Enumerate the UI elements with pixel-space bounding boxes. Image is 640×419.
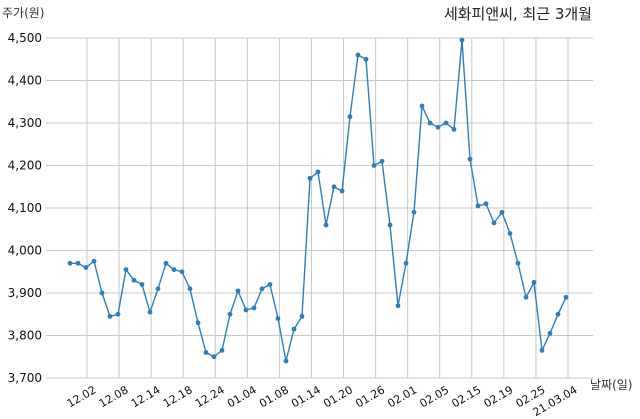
data-point [179,269,185,275]
data-point [275,316,281,321]
data-point [539,347,545,353]
data-point [515,260,521,266]
data-point [299,313,305,319]
data-point [331,184,337,190]
x-tick-label: 01.26 [353,383,387,410]
x-tick-label: 01.20 [321,383,355,410]
series-line [70,40,567,362]
x-tick-label: 12.18 [161,383,195,410]
data-point [147,309,153,315]
data-point [75,260,81,266]
x-tick-label: 02.19 [482,383,516,410]
y-tick-label: 3,700 [8,371,42,385]
y-tick-label: 3,900 [8,286,42,300]
data-point [163,260,169,266]
data-point [339,188,345,194]
y-tick-label: 4,200 [8,159,42,173]
data-point [475,203,481,209]
data-point [227,311,233,317]
y-tick-label: 4,300 [8,116,42,130]
data-point [91,258,97,264]
x-axis-label: 날짜(일) [590,378,633,392]
x-tick-label: 02.15 [450,383,484,410]
data-point [355,52,361,58]
y-tick-label: 4,400 [8,74,42,88]
data-point [435,124,441,130]
y-tick-label: 4,000 [8,244,42,258]
data-point [235,288,241,294]
data-point [99,290,105,296]
data-point [323,222,329,228]
data-point [547,330,553,336]
data-point [395,303,401,309]
chart-title: 세화피앤씨, 최근 3개월 [443,5,592,23]
data-point [107,313,113,319]
x-ticks: 12.0212.0812.1412.1812.2401.0401.0801.14… [65,383,580,419]
data-point [115,311,121,317]
data-point [507,231,513,236]
x-tick-label: 12.02 [65,383,99,410]
data-point [219,347,225,353]
data-point [499,209,505,215]
data-point [403,260,409,266]
data-point [243,307,249,313]
data-point [315,169,321,175]
data-point [555,311,561,317]
x-tick-label: 12.24 [193,383,227,410]
y-tick-label: 4,500 [8,31,42,45]
data-point [259,286,265,292]
data-point [251,305,257,311]
data-point [523,294,529,300]
x-tick-label: 02.05 [417,383,451,410]
y-tick-label: 4,100 [8,201,42,215]
x-tick-label: 01.04 [225,383,259,410]
data-point [307,175,313,181]
data-point [467,156,473,162]
price-series [67,37,569,364]
x-tick-label: 12.14 [129,383,163,410]
data-point [451,126,457,132]
grid [46,37,593,379]
data-point [155,286,161,292]
data-point [491,220,497,226]
data-point [267,282,273,287]
data-point [387,222,393,228]
data-point [443,120,449,126]
data-point [211,354,217,360]
data-point [203,350,209,355]
data-point [123,267,129,273]
data-point [563,294,569,300]
x-tick-label: 12.08 [97,383,131,410]
data-point [187,286,193,292]
data-point [67,260,73,266]
y-axis-label: 주가(원) [2,6,45,20]
data-point [347,114,353,120]
data-point [139,282,145,287]
data-point [371,163,377,168]
data-point [83,265,89,270]
data-point [195,320,201,326]
data-point [131,277,137,283]
data-point [531,279,537,285]
data-point [291,326,297,332]
data-point [171,267,177,273]
y-tick-label: 3,800 [8,329,42,343]
data-point [283,358,289,364]
data-point [379,158,385,164]
y-ticks: 3,700 3,800 3,900 4,000 4,100 4,200 4,300 4,400… [8,31,42,385]
data-point [427,120,433,126]
data-point [483,201,489,207]
x-tick-label: 02.01 [385,383,419,410]
data-point [363,56,369,62]
data-point [419,103,425,109]
x-tick-label: 01.14 [289,383,323,410]
data-point [459,37,465,43]
x-tick-label: 01.08 [257,383,291,410]
data-point [411,209,417,215]
